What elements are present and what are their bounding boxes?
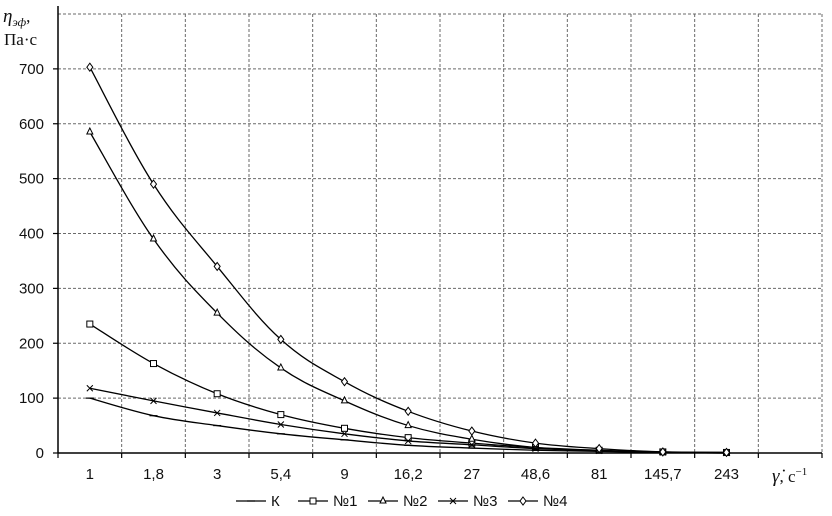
legend-item: №2 [368,493,427,510]
data-point-x [341,430,348,438]
data-point-square [309,497,317,505]
y-tick-label: 300 [19,280,44,297]
legend-label: №4 [543,493,567,510]
data-point-triangle [379,495,387,504]
data-point-triangle [468,434,476,442]
axis-titles: ηэф,Па·с γ̇, c−1 [3,6,807,487]
legend-item: К [236,493,280,510]
data-point-x [532,445,539,452]
data-point-triangle [277,362,285,371]
data-point-x [468,441,476,449]
data-point-x [213,409,221,417]
data-point-x [449,497,457,505]
data-point-x [404,437,412,445]
x-axis-title: γ̇, c−1 [772,466,807,487]
x-tick-label: 9 [340,466,348,483]
data-point-diamond [595,443,603,454]
y-axis-title: ηэф, [3,6,30,29]
data-point-diamond [659,447,667,457]
data-point-diamond [340,376,349,387]
data-point-square [277,411,285,419]
data-point-square [213,390,221,398]
data-point-triangle [404,420,412,429]
x-tick-label: 16,2 [394,466,423,483]
y-tick-label: 700 [19,61,44,78]
data-point-x [277,421,285,428]
y-tick-label: 100 [19,390,44,407]
y-tick-label: 600 [19,116,44,133]
legend: К №1 №2 №3 №4 [236,493,567,510]
series-line [89,387,727,454]
data-point-triangle [213,307,221,316]
data-point-square [404,434,412,442]
data-point-diamond [722,447,731,458]
legend-item: №3 [438,493,497,510]
x-tick-label: 145,7 [644,466,682,483]
data-point-triangle [340,395,349,404]
legend-label: №1 [333,493,357,510]
data-point-square [150,360,157,368]
data-point-triangle [86,126,94,135]
tick-labels: 0 100 200 300 400 500 600 700 1 1,8 3 5,4 9 16,2 27 48,… [19,61,739,483]
data-point-diamond [86,62,94,73]
data-point-triangle [149,233,158,242]
x-tick-label: 3 [213,466,221,483]
x-tick-label: 1,8 [143,466,164,483]
y-tick-label: 200 [19,335,44,352]
x-tick-label: 243 [714,466,739,483]
data-point-diamond [404,406,412,417]
series-lines [85,62,731,458]
legend-item: №4 [508,493,567,510]
y-tick-label: 400 [19,226,44,243]
x-tick-label: 1 [86,466,94,483]
x-tick-label: 5,4 [270,466,291,483]
data-point-diamond [149,179,158,189]
data-point-diamond [519,496,527,506]
x-tick-label: 48,6 [521,466,550,483]
series-1 [86,320,730,456]
data-point-diamond [468,426,476,436]
grid [58,13,823,453]
data-point-diamond [531,438,540,448]
data-point-x [86,384,94,392]
y-tick-label: 500 [19,171,44,188]
data-point-square [341,424,348,432]
legend-label: К [271,493,280,510]
x-tick-label: 81 [591,466,608,483]
legend-label: №2 [403,493,427,510]
data-point-square [86,320,94,328]
legend-item: №1 [298,493,357,510]
axes [53,6,823,458]
y-tick-label: 0 [36,445,44,462]
legend-label: №3 [473,493,497,510]
data-point-diamond [277,334,285,345]
data-point-x [150,397,157,405]
x-tick-label: 27 [463,466,480,483]
data-point-diamond [213,261,221,272]
y-axis-unit: Па·с [4,30,37,49]
series-4 [86,62,731,458]
